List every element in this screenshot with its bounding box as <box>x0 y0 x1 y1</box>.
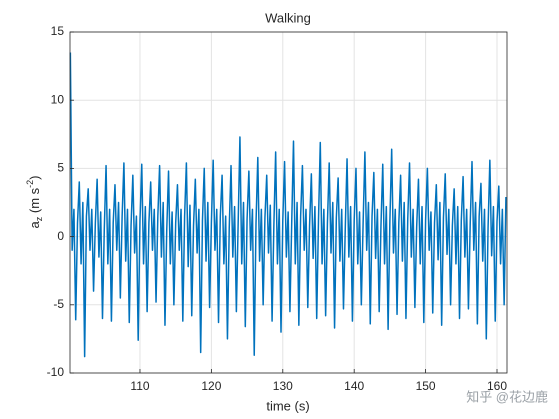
y-label-base: a <box>27 220 42 228</box>
data-line <box>69 52 507 358</box>
x-tick-label: 150 <box>416 379 436 393</box>
y-label-unit: (m s <box>27 187 42 216</box>
x-tick-label: 130 <box>273 379 293 393</box>
y-label-sub: z <box>34 216 44 221</box>
y-tick-label: 10 <box>51 92 65 106</box>
y-label-sup: -2 <box>25 180 35 188</box>
y-label-close: ) <box>27 176 42 180</box>
y-tick-label: -10 <box>47 365 65 379</box>
x-tick-label: 140 <box>344 379 364 393</box>
y-tick-label: -5 <box>53 297 64 311</box>
x-tick-label: 110 <box>130 379 149 393</box>
x-axis-label: time (s) <box>266 398 309 413</box>
axes-box <box>69 31 508 374</box>
chart-title: Walking <box>265 10 311 25</box>
y-tick-label: 0 <box>57 229 64 243</box>
y-tick-label: 5 <box>57 161 64 175</box>
ticks: 110 120 130 140 150 160 -10 -5 0 5 10 15 <box>47 24 508 393</box>
y-tick-label: 15 <box>51 24 65 38</box>
watermark: 知乎 @花边鹿 <box>466 389 548 404</box>
x-tick-label: 160 <box>487 379 507 393</box>
y-axis-label: az (m s-2) <box>25 176 44 229</box>
x-tick-label: 120 <box>201 379 221 393</box>
plot-area <box>69 52 507 358</box>
